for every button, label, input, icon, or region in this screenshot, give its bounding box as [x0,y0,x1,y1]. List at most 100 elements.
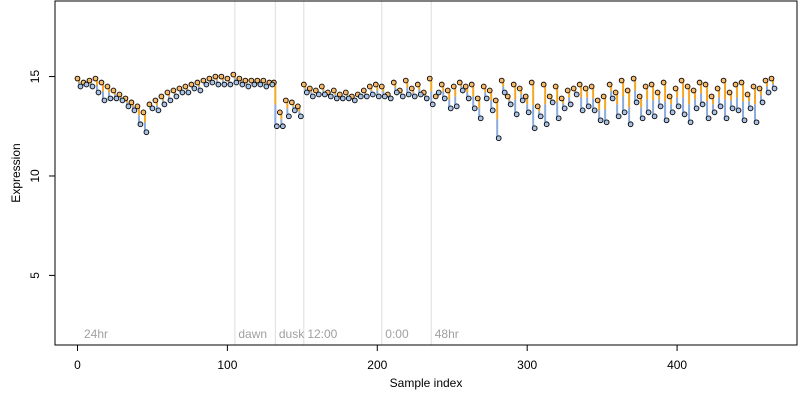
blue-point [393,89,400,96]
blue-point [771,85,778,92]
orange-point [312,87,319,94]
orange-point [336,91,343,98]
blue-point [675,103,682,110]
blue-point [303,89,310,96]
orange-point [522,93,529,100]
orange-point [294,103,301,110]
blue-point [285,113,292,120]
plot-frame [54,0,798,346]
annotation-label-5: 48hr [435,327,459,341]
y-axis: 5 10 15 [28,70,55,279]
blue-point [279,123,286,130]
blue-point [209,79,216,86]
blue-point [143,129,150,136]
blue-point [663,117,670,124]
blue-point [555,115,562,122]
annotation-label-2: dusk [279,327,305,341]
orange-point [134,103,141,110]
blue-point [269,81,276,88]
orange-point [104,83,111,90]
orange-point [732,81,739,88]
blue-point [351,97,358,104]
orange-point [654,89,661,96]
orange-point [606,81,613,88]
orange-point [600,93,607,100]
blue-point [405,91,412,98]
orange-point [116,91,123,98]
orange-point [588,83,595,90]
orange-point [672,85,679,92]
orange-point [414,81,421,88]
blue-point [573,91,580,98]
orange-point [624,87,631,94]
blue-point [113,95,120,102]
blue-point [119,97,126,104]
blue-point [525,109,532,116]
orange-point [576,81,583,88]
orange-point [474,95,481,102]
blue-point [435,89,442,96]
blue-point [645,109,652,116]
orange-point [390,79,397,86]
blue-point [107,95,114,102]
blue-point [357,93,364,100]
blue-point [215,81,222,88]
orange-point [690,87,697,94]
blue-point [615,113,622,120]
blue-point [429,101,436,108]
x-tick-label: 300 [517,358,537,372]
orange-point [248,77,255,84]
orange-point [756,85,763,92]
orange-point [260,77,267,84]
blue-point [345,95,352,102]
orange-point [504,93,511,100]
blue-point [161,101,168,108]
orange-point [726,89,733,96]
orange-point [206,75,213,82]
blue-point [101,97,108,104]
blue-point [753,119,760,126]
blue-point [513,111,520,118]
blue-point [567,101,574,108]
orange-point [468,81,475,88]
annotation-label-0: 24hr [84,327,108,341]
orange-point [618,77,625,84]
orange-point [342,89,349,96]
blue-point [633,99,640,106]
blue-point [759,99,766,106]
orange-point [282,97,289,104]
orange-point [570,85,577,92]
blue-point [221,81,228,88]
orange-point [182,83,189,90]
orange-point [426,75,433,82]
blue-point [197,87,204,94]
blue-point [471,105,478,112]
blue-point [495,135,502,142]
blue-point [465,95,472,102]
blue-point [89,83,96,90]
orange-point [306,85,313,92]
orange-point [630,75,637,82]
orange-point [648,81,655,88]
orange-point [366,83,373,90]
blue-point [321,91,328,98]
blue-point [621,109,628,116]
orange-point [140,109,147,116]
blue-point [95,89,102,96]
orange-point [546,93,553,100]
orange-point [450,83,457,90]
blue-point [447,105,454,112]
orange-point [318,83,325,90]
blue-point [131,107,138,114]
orange-point [236,75,243,82]
orange-point [642,83,649,90]
orange-point [438,81,445,88]
orange-point [480,83,487,90]
blue-point [251,81,258,88]
blue-point [309,93,316,100]
blue-point [723,115,730,122]
blue-point [459,87,466,94]
blue-point [531,125,538,132]
orange-point [768,75,775,82]
